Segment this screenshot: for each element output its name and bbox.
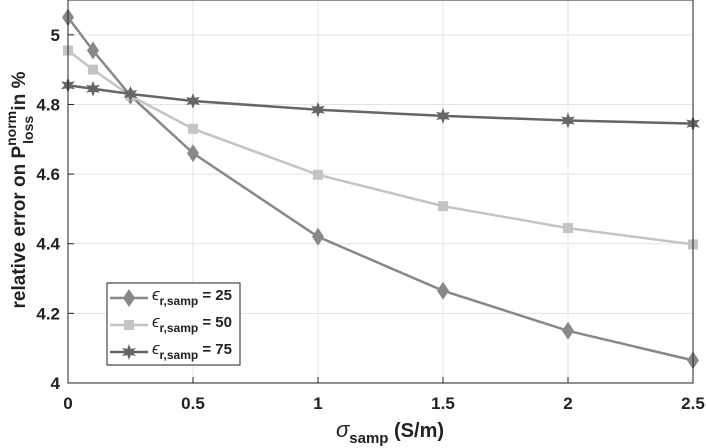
legend-label: ϵr,samp = 25 <box>152 285 232 308</box>
legend-label-value: = 75 <box>198 341 232 358</box>
series-square <box>63 45 698 250</box>
legend-label: ϵr,samp = 75 <box>152 339 232 362</box>
data-point-square <box>188 123 198 134</box>
series-line <box>67 16 694 362</box>
x-axis-label-symbol: σ <box>336 417 350 442</box>
x-axis-label: σsamp (S/m) <box>336 417 444 447</box>
y-axis-label-sub: loss <box>20 116 36 144</box>
series-line <box>67 49 694 246</box>
legend-marker <box>122 344 136 360</box>
y-axis-label-post: in % <box>9 71 30 115</box>
x-tick-label: 1 <box>313 394 322 413</box>
legend-item: ϵr,samp = 25 <box>110 285 232 308</box>
y-axis-label-sup: norm <box>3 111 19 146</box>
legend-item: ϵr,samp = 75 <box>110 339 232 362</box>
x-tick-label: 1.5 <box>431 394 455 413</box>
data-point-square <box>563 223 573 234</box>
series-line <box>67 84 694 125</box>
data-point-square <box>88 64 98 75</box>
legend-label-symbol: ϵ <box>152 312 160 331</box>
data-point-diamond <box>562 321 574 340</box>
x-tick-label: 2 <box>563 394 572 413</box>
data-point-diamond <box>87 41 99 60</box>
data-point-square <box>313 169 323 180</box>
y-tick-label: 5 <box>51 26 60 45</box>
x-tick-label: 0.5 <box>181 394 205 413</box>
data-point-star <box>436 107 450 124</box>
legend-label-symbol: ϵ <box>152 339 160 358</box>
x-axis-label-sub: samp <box>349 430 388 447</box>
legend-label-value: = 25 <box>198 287 232 304</box>
y-axis-label: relative error on Pnormloss in % <box>3 71 36 308</box>
legend-marker <box>123 289 135 307</box>
series-diamond <box>62 8 699 370</box>
legend-label-sub: r,samp <box>160 321 199 335</box>
x-axis-ticks: 0 0.5 1 1.5 2 2.5 <box>63 377 705 413</box>
data-point-diamond <box>437 281 449 300</box>
legend-item: ϵr,samp = 50 <box>110 312 232 335</box>
data-point-star <box>186 93 200 109</box>
data-point-diamond <box>187 144 199 163</box>
x-tick-label: 2.5 <box>681 394 705 413</box>
x-axis-label-rest: (S/m) <box>388 420 444 442</box>
data-point-star <box>561 112 575 129</box>
data-point-star <box>86 80 100 97</box>
y-axis-ticks: 4 4.2 4.4 4.6 4.8 5 <box>36 26 74 393</box>
plot-frame <box>67 0 694 384</box>
y-tick-label: 4 <box>51 374 61 393</box>
y-axis-label-pre: relative error on P <box>9 146 30 309</box>
series-group <box>61 8 700 370</box>
y-tick-label: 4.2 <box>36 304 60 323</box>
data-point-star <box>123 86 138 102</box>
y-tick-label: 4.8 <box>36 95 60 114</box>
y-tick-label: 4.4 <box>36 235 60 254</box>
legend-label: ϵr,samp = 50 <box>152 312 232 335</box>
data-point-diamond <box>312 227 324 246</box>
data-point-star <box>311 101 325 118</box>
data-point-square <box>438 201 448 212</box>
legend-label-sub: r,samp <box>160 348 199 362</box>
y-tick-label: 4.6 <box>36 165 60 184</box>
x-tick-label: 0 <box>63 394 72 413</box>
legend-label-sub: r,samp <box>160 294 199 308</box>
legend-marker <box>124 320 134 330</box>
legend-label-symbol: ϵ <box>152 285 160 304</box>
legend-label-value: = 50 <box>198 314 232 331</box>
